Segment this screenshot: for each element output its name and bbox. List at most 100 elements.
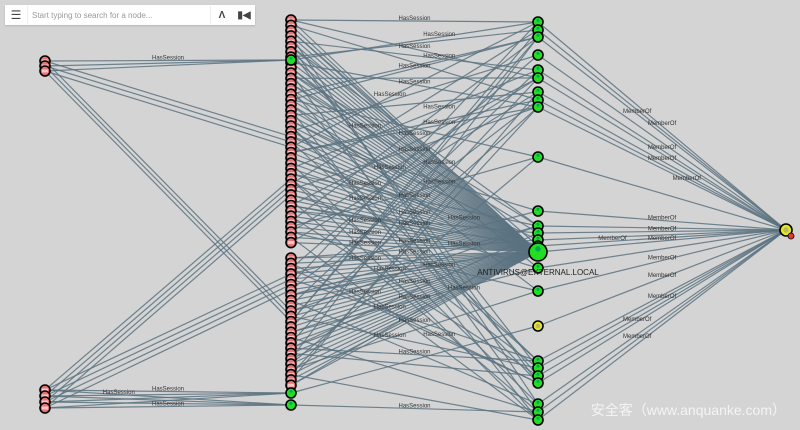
edge[interactable]	[44, 189, 292, 403]
user-node-circle[interactable]	[532, 72, 544, 84]
edge[interactable]	[290, 88, 539, 253]
edge[interactable]	[290, 35, 539, 253]
edge[interactable]	[290, 36, 539, 222]
edge[interactable]	[44, 70, 292, 323]
edge[interactable]	[537, 229, 787, 405]
edge[interactable]	[290, 251, 539, 386]
edge[interactable]	[44, 60, 292, 312]
edge[interactable]	[290, 106, 539, 328]
user-node-circle[interactable]	[532, 101, 544, 113]
edge[interactable]	[290, 157, 539, 247]
user-node[interactable]	[532, 16, 544, 28]
edge[interactable]	[537, 156, 787, 231]
edge[interactable]	[44, 283, 292, 403]
edge[interactable]	[290, 29, 539, 322]
user-node-circle[interactable]	[285, 54, 297, 66]
edge[interactable]	[290, 77, 539, 233]
edge[interactable]	[290, 77, 539, 207]
edge[interactable]	[290, 251, 539, 344]
edge[interactable]	[290, 251, 539, 339]
edge[interactable]	[290, 242, 539, 253]
computer-node[interactable]	[39, 402, 51, 414]
edge[interactable]	[537, 91, 787, 231]
edge[interactable]	[537, 29, 787, 231]
edge[interactable]	[537, 229, 787, 253]
user-node[interactable]	[532, 151, 544, 163]
edge[interactable]	[290, 109, 539, 253]
edge[interactable]	[537, 229, 787, 247]
user-node-circle[interactable]	[285, 387, 297, 399]
edge[interactable]	[290, 69, 539, 307]
edge[interactable]	[537, 229, 787, 421]
edge[interactable]	[290, 91, 539, 244]
edge[interactable]	[44, 178, 292, 391]
user-node[interactable]	[532, 262, 544, 274]
edge[interactable]	[537, 229, 787, 269]
edge[interactable]	[290, 106, 539, 191]
user-node[interactable]	[532, 414, 544, 426]
edge[interactable]	[44, 392, 292, 409]
user-node-circle[interactable]	[532, 49, 544, 61]
edge[interactable]	[537, 225, 787, 231]
edge[interactable]	[44, 59, 292, 67]
edge[interactable]	[290, 251, 539, 333]
edge[interactable]	[44, 404, 292, 409]
user-node[interactable]	[532, 285, 544, 297]
edge[interactable]	[290, 325, 539, 394]
edge[interactable]	[290, 46, 539, 227]
user-node[interactable]	[285, 387, 297, 399]
edge[interactable]	[537, 77, 787, 231]
edge[interactable]	[537, 54, 787, 231]
edge[interactable]	[290, 24, 539, 101]
edge[interactable]	[537, 229, 787, 292]
user-node-circle[interactable]	[532, 262, 544, 274]
edge[interactable]	[290, 251, 539, 370]
user-node-circle[interactable]	[532, 151, 544, 163]
edge[interactable]	[537, 106, 787, 231]
edge[interactable]	[290, 251, 539, 360]
user-node[interactable]	[528, 242, 548, 262]
edge[interactable]	[537, 229, 787, 384]
edge[interactable]	[44, 401, 292, 406]
edge[interactable]	[537, 210, 787, 231]
edge[interactable]	[537, 36, 787, 231]
edge[interactable]	[290, 36, 539, 101]
edge[interactable]	[290, 157, 539, 253]
edge[interactable]	[290, 204, 539, 247]
edge[interactable]	[44, 59, 292, 62]
user-node[interactable]	[532, 205, 544, 217]
edge[interactable]	[290, 77, 539, 344]
edge[interactable]	[537, 229, 787, 241]
user-node-circle[interactable]	[532, 31, 544, 43]
edge[interactable]	[44, 389, 292, 394]
edge[interactable]	[290, 136, 539, 212]
road-icon[interactable]: Λ	[218, 9, 226, 21]
edge[interactable]	[537, 229, 787, 413]
edge[interactable]	[44, 278, 292, 397]
edge[interactable]	[290, 173, 539, 227]
edge[interactable]	[44, 65, 292, 143]
edge[interactable]	[537, 229, 787, 369]
edge[interactable]	[290, 91, 539, 116]
user-node-circle[interactable]	[532, 377, 544, 389]
hamburger-icon[interactable]: ☰	[10, 8, 22, 22]
edge[interactable]	[290, 236, 539, 421]
edge[interactable]	[290, 251, 539, 381]
edge[interactable]	[44, 65, 292, 317]
edge[interactable]	[44, 392, 292, 403]
edge[interactable]	[290, 189, 539, 253]
edge[interactable]	[537, 229, 787, 377]
user-node[interactable]	[532, 101, 544, 113]
user-node-circle[interactable]	[532, 285, 544, 297]
edge[interactable]	[537, 229, 787, 327]
edge[interactable]	[290, 69, 539, 169]
search-input[interactable]	[27, 6, 211, 24]
edge[interactable]	[290, 29, 539, 185]
edge[interactable]	[537, 99, 787, 231]
edge[interactable]	[290, 72, 539, 227]
edge[interactable]	[290, 225, 539, 312]
user-node[interactable]	[532, 377, 544, 389]
edge[interactable]	[44, 70, 292, 148]
edge[interactable]	[290, 88, 539, 377]
